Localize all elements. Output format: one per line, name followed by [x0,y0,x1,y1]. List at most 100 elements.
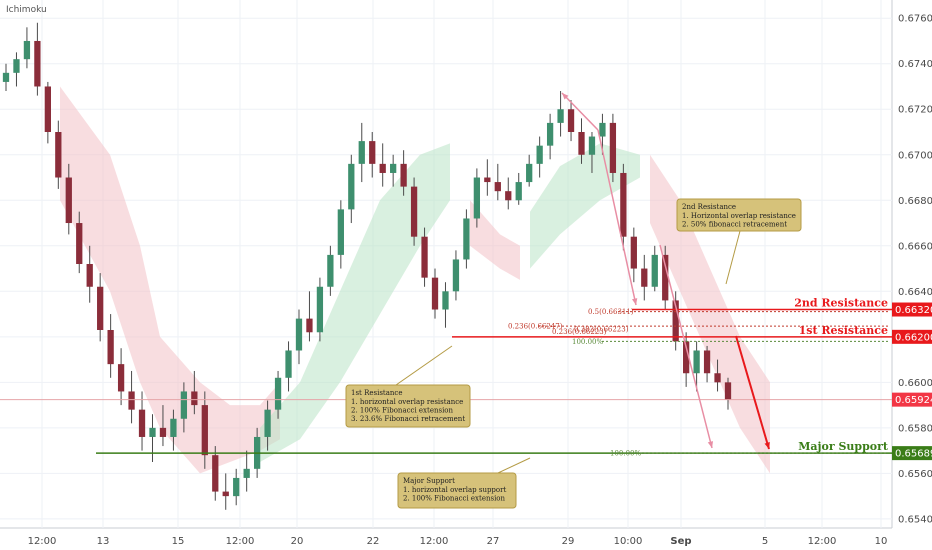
x-tick-label: 22 [367,536,380,547]
price-tag [892,446,932,461]
candle [609,113,617,183]
candle [578,118,585,164]
candle [327,245,334,296]
candle-body [463,218,470,260]
note-title: 2nd Resistance [682,203,736,211]
candle-body [526,163,533,183]
candle [222,473,229,510]
candle [452,250,460,301]
candle [463,209,470,269]
candle-body [484,177,491,183]
candle-body [620,172,627,237]
cloud-bearish [470,200,520,280]
candle [714,359,721,392]
indicator-label: Ichimoku [6,5,47,15]
candle-body [97,286,104,330]
note-line: 2. 100% Fibonacci extension [351,407,454,415]
candle [494,163,501,201]
level-label: Major Support [798,440,889,453]
candle-body [651,254,658,287]
candle-body [703,350,711,374]
ichimoku-cloud [60,86,770,474]
candle [128,370,135,424]
candle [588,132,596,173]
price-tag [892,302,932,317]
candle [86,245,93,303]
candle [693,341,700,392]
x-tick-label: 10:00 [614,536,643,547]
price-tag-label: 0.65689 [895,449,932,460]
projection-arrow [735,335,770,450]
candle-body [609,122,617,173]
candle-body [306,318,313,333]
candle-body [65,177,72,224]
fib-label: 0.5(0.66311) [588,308,634,316]
candle-body [222,491,229,497]
candle [264,400,271,451]
candle-body [546,122,554,146]
candle-body [536,145,543,164]
candle-body [588,136,596,155]
candle-body [337,209,344,255]
fib-label: 100.00% [572,338,603,346]
x-tick-label: 10 [875,536,888,547]
candle [65,163,72,235]
x-tick-label: 29 [562,536,575,547]
note-pointer [395,345,453,386]
fib-label: 0.382(0.66223) [574,326,629,334]
cloud-bullish [260,143,450,462]
cloud-bearish [60,86,280,474]
candle-body [107,330,114,365]
note-line: 2. 50% fibonacci retracement [682,221,787,229]
candle [212,446,219,501]
current-price-tag [892,392,932,407]
fib-leg-arrow [659,244,713,449]
candle-body [44,86,51,132]
candle-body [505,191,512,201]
candle-body [327,254,334,287]
candle [505,177,512,210]
candlestick-series [2,22,732,510]
cloud-bearish [650,154,770,474]
candle-body [264,409,271,437]
candle [630,227,637,283]
candle-body [724,382,732,400]
candle-body [170,418,177,437]
candle [358,122,365,183]
candle [536,136,543,178]
fib-label: 0.236(0.66247) [508,323,563,331]
note-pointer [497,457,531,474]
x-tick-label: 12:00 [808,536,837,547]
candle [170,409,177,451]
candle [620,163,627,251]
candle [149,414,156,462]
candle [23,27,31,69]
projection-arrows [561,92,770,450]
time-axis[interactable]: 12:00 13 15 12:00 20 22 12:00 27 29 10:00 Sep 5 12:0… [28,536,888,547]
note-title: Major Support [403,477,455,485]
level-label: 2nd Resistance [794,297,888,310]
x-tick-label: 12:00 [28,536,57,547]
candle [337,200,344,269]
candle [191,370,198,415]
candle-body [641,268,648,287]
candle-body [23,40,31,60]
candle [243,450,250,492]
note-line: 1. Horizontal overlap resistance [682,212,796,220]
candle [2,63,10,92]
candle-body [76,223,83,264]
candle-body [180,391,188,419]
candle-body [567,109,575,132]
candle-body [55,132,62,178]
